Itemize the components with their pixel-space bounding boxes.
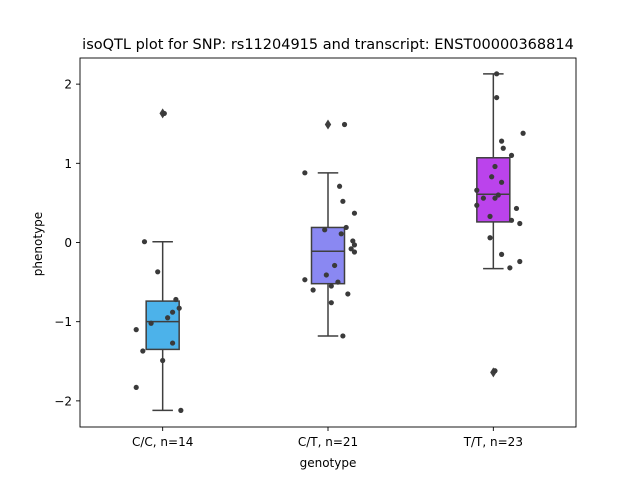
- data-point: [492, 163, 498, 170]
- data-point: [474, 202, 480, 208]
- box-group-2: [310, 119, 346, 337]
- chart-title: isoQTL plot for SNP: rs11204915 and tran…: [82, 37, 574, 53]
- data-point: [155, 269, 161, 275]
- data-point: [487, 213, 493, 219]
- data-point: [148, 320, 154, 326]
- data-point: [499, 179, 505, 185]
- data-point: [351, 249, 358, 255]
- data-point: [494, 71, 500, 77]
- data-point: [492, 195, 498, 201]
- data-point: [169, 309, 176, 315]
- data-point: [160, 357, 166, 364]
- data-point: [336, 183, 343, 189]
- x-tick-label: C/C, n=14: [132, 435, 193, 449]
- data-point: [310, 287, 316, 293]
- x-tick-label: C/T, n=21: [298, 435, 358, 449]
- data-point: [340, 333, 346, 339]
- x-tick-label: T/T, n=23: [463, 435, 523, 449]
- data-point: [348, 246, 354, 252]
- y-tick-label: 1: [64, 157, 72, 171]
- data-point: [173, 296, 179, 303]
- data-point: [345, 291, 351, 297]
- data-point: [165, 315, 171, 321]
- data-point: [517, 258, 523, 265]
- data-point: [513, 205, 520, 212]
- data-point: [341, 121, 348, 128]
- data-point: [489, 174, 495, 180]
- data-point: [328, 283, 334, 289]
- data-point: [492, 368, 498, 374]
- data-point: [133, 384, 139, 391]
- data-point: [507, 265, 513, 271]
- data-point: [322, 227, 328, 233]
- y-axis-label: phenotype: [31, 212, 45, 276]
- data-point: [178, 407, 184, 413]
- data-point: [332, 262, 338, 269]
- data-point: [169, 340, 176, 346]
- data-point: [140, 348, 146, 354]
- data-point: [495, 192, 501, 198]
- data-point: [161, 110, 167, 117]
- data-point: [141, 239, 148, 245]
- data-point: [302, 170, 308, 176]
- data-point: [517, 220, 523, 227]
- y-tick-label: −1: [54, 315, 72, 329]
- data-point: [499, 138, 505, 144]
- data-point: [474, 187, 480, 193]
- data-point: [176, 305, 182, 311]
- plot-area: −2 −1 0 1 2 C/C, n=14 C/T, n=21 T/T, n=23: [54, 57, 577, 449]
- data-point: [343, 224, 349, 231]
- data-point: [338, 231, 344, 237]
- data-point: [351, 242, 358, 248]
- data-point: [323, 272, 329, 278]
- x-axis-label: genotype: [300, 456, 357, 470]
- data-point: [520, 130, 526, 136]
- data-point: [335, 279, 341, 285]
- y-tick-label: 0: [64, 236, 72, 250]
- box-group-3: [476, 73, 511, 378]
- data-point: [494, 94, 500, 101]
- data-point: [500, 145, 506, 151]
- data-point: [340, 198, 346, 204]
- data-point: [133, 327, 139, 333]
- y-tick-label: 2: [64, 78, 72, 92]
- data-point: [480, 195, 487, 201]
- data-point: [487, 235, 493, 241]
- data-point: [508, 217, 515, 223]
- data-point: [499, 251, 505, 257]
- data-point: [508, 152, 515, 158]
- y-tick-label: −2: [54, 394, 72, 408]
- box-iqr: [310, 226, 346, 285]
- data-point: [350, 238, 356, 244]
- data-point: [351, 210, 358, 216]
- data-point: [328, 300, 334, 306]
- outlier-marker: [324, 119, 332, 130]
- data-point: [302, 277, 308, 283]
